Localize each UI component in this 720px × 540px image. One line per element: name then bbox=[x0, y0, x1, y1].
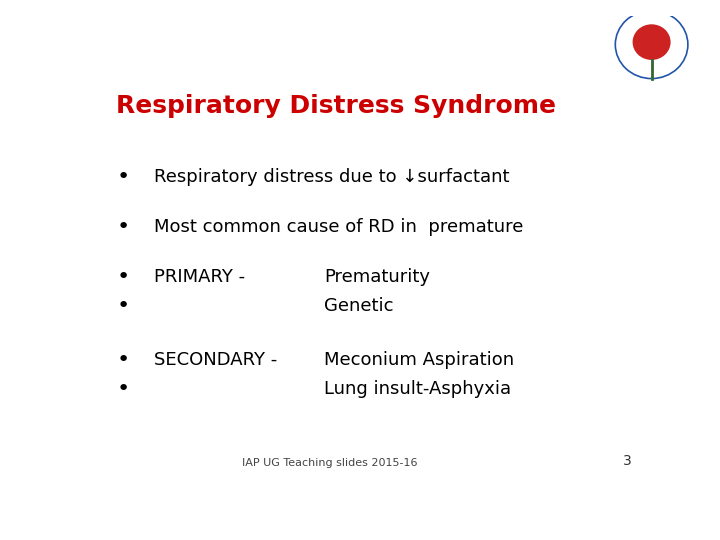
Text: Respiratory distress due to ↓surfactant: Respiratory distress due to ↓surfactant bbox=[154, 168, 510, 186]
Text: IAP UG Teaching slides 2015-16: IAP UG Teaching slides 2015-16 bbox=[242, 458, 418, 468]
Text: •: • bbox=[117, 350, 130, 370]
Text: Prematurity: Prematurity bbox=[324, 268, 431, 286]
Text: ✿: ✿ bbox=[646, 38, 657, 51]
Text: •: • bbox=[117, 379, 130, 399]
Text: •: • bbox=[117, 267, 130, 287]
Text: Lung insult-Asphyxia: Lung insult-Asphyxia bbox=[324, 380, 511, 398]
Text: Respiratory Distress Syndrome: Respiratory Distress Syndrome bbox=[115, 94, 556, 118]
Text: SECONDARY -: SECONDARY - bbox=[154, 351, 277, 369]
Text: 3: 3 bbox=[623, 454, 631, 468]
Text: •: • bbox=[117, 167, 130, 187]
Circle shape bbox=[633, 24, 670, 60]
Text: Most common cause of RD in  premature: Most common cause of RD in premature bbox=[154, 218, 523, 236]
Text: PRIMARY -: PRIMARY - bbox=[154, 268, 246, 286]
Text: Meconium Aspiration: Meconium Aspiration bbox=[324, 351, 515, 369]
Text: Genetic: Genetic bbox=[324, 297, 394, 315]
Text: •: • bbox=[117, 217, 130, 237]
Text: •: • bbox=[117, 296, 130, 316]
